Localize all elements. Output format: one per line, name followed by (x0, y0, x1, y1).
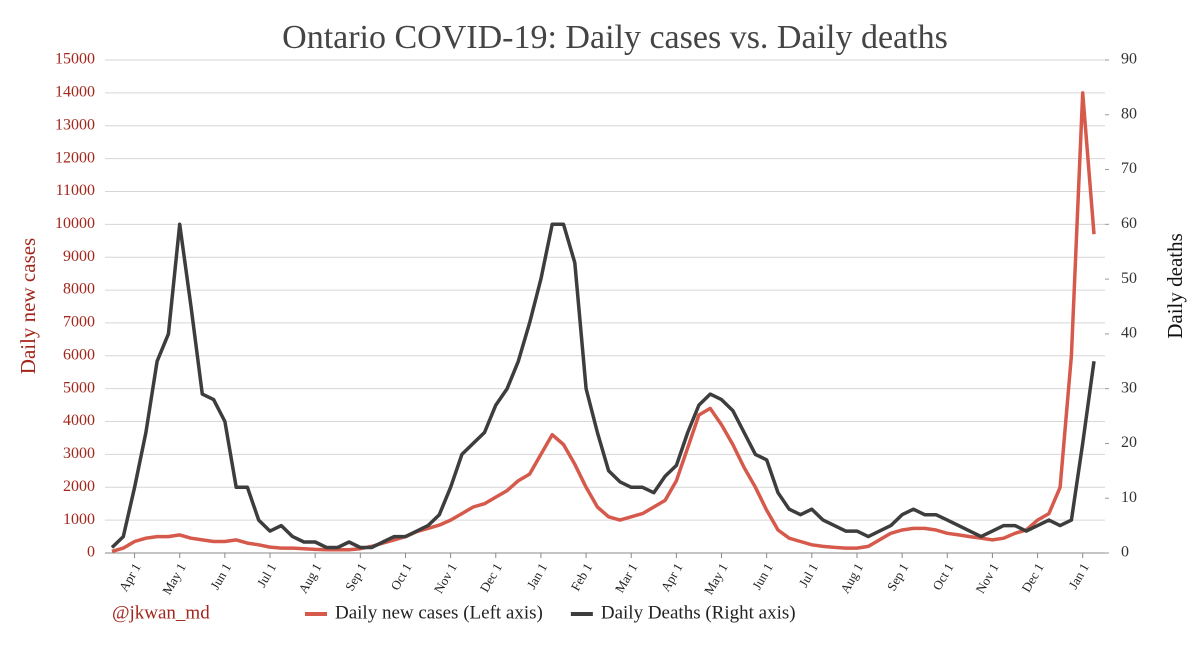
x-tick-label: Sep 1 (342, 560, 370, 593)
y-tick-label: 8000 (63, 281, 95, 298)
y-tick-label: 9000 (63, 248, 95, 265)
x-tick-label: Jul 1 (254, 560, 279, 589)
x-tick-label: Jun 1 (749, 560, 776, 592)
x-tick-label: Sep 1 (884, 560, 912, 593)
y-tick-label: 14000 (55, 84, 95, 101)
y-tick-label: 5000 (63, 379, 95, 396)
x-tick-label: May 1 (701, 560, 731, 597)
y-tick-label: 11000 (56, 182, 95, 199)
x-tick-label: Oct 1 (387, 560, 414, 592)
y-axis-title: Daily new cases (16, 238, 40, 374)
y-tick-label: 0 (87, 544, 95, 561)
y-tick-label: 12000 (55, 149, 95, 166)
y-tick-label: 6000 (63, 346, 95, 363)
y2-tick-label: 90 (1121, 51, 1137, 68)
x-tick-label: Aug 1 (295, 560, 324, 595)
x-tick-label: Oct 1 (929, 560, 956, 592)
legend-label: Daily new cases (Left axis) (335, 602, 543, 623)
series-line (111, 91, 1096, 554)
y-tick-label: 2000 (63, 478, 95, 495)
y2-tick-label: 70 (1121, 160, 1137, 177)
y2-tick-label: 0 (1121, 544, 1129, 561)
y2-tick-label: 30 (1121, 379, 1137, 396)
x-tick-label: Nov 1 (973, 560, 1002, 595)
y-tick-label: 10000 (55, 215, 95, 232)
x-tick-label: Jan 1 (524, 560, 551, 591)
y-tick-label: 13000 (55, 116, 95, 133)
y-tick-label: 4000 (63, 412, 95, 429)
x-tick-label: May 1 (159, 560, 189, 597)
y2-tick-label: 40 (1121, 325, 1137, 342)
series-line (110, 222, 1096, 550)
x-tick-label: Dec 1 (1018, 560, 1046, 594)
y-tick-label: 1000 (63, 511, 95, 528)
x-tick-label: Nov 1 (431, 560, 460, 595)
y2-tick-label: 60 (1121, 215, 1137, 232)
y-tick-label: 7000 (63, 314, 95, 331)
y-tick-label: 3000 (63, 445, 95, 462)
y2-tick-label: 80 (1121, 105, 1137, 122)
y2-tick-label: 50 (1121, 270, 1137, 287)
y2-tick-label: 20 (1121, 434, 1137, 451)
x-tick-label: Apr 1 (116, 560, 144, 593)
legend-label: Daily Deaths (Right axis) (601, 602, 796, 623)
annotation: @jkwan_md (112, 602, 210, 623)
x-tick-label: Jun 1 (207, 560, 234, 592)
x-tick-label: Apr 1 (658, 560, 686, 593)
x-tick-label: Feb 1 (568, 560, 596, 593)
y2-tick-label: 10 (1121, 489, 1137, 506)
chart-title: Ontario COVID-19: Daily cases vs. Daily … (282, 19, 948, 56)
x-tick-label: Mar 1 (612, 560, 641, 595)
x-tick-label: Jul 1 (796, 560, 821, 589)
x-tick-label: Aug 1 (837, 560, 866, 595)
y2-axis-title: Daily deaths (1163, 233, 1187, 339)
y-tick-label: 15000 (55, 51, 95, 68)
x-tick-label: Dec 1 (477, 560, 505, 594)
x-tick-label: Jan 1 (1065, 560, 1092, 591)
